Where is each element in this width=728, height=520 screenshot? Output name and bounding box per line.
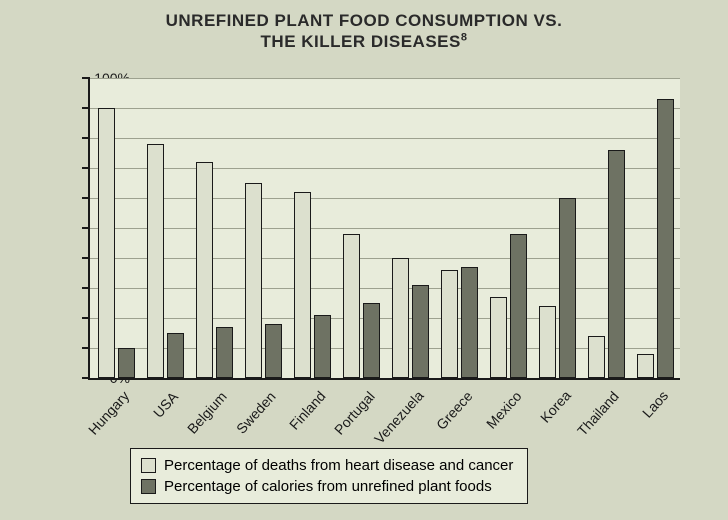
bar <box>588 336 605 378</box>
bar <box>118 348 135 378</box>
x-axis-label: Mexico <box>483 388 525 432</box>
bar <box>196 162 213 378</box>
bar <box>412 285 429 378</box>
bar <box>608 150 625 378</box>
legend-swatch-icon <box>141 458 156 473</box>
y-tick <box>82 377 90 379</box>
y-tick <box>82 287 90 289</box>
bar <box>363 303 380 378</box>
bar <box>216 327 233 378</box>
bar <box>559 198 576 378</box>
bar <box>167 333 184 378</box>
y-tick <box>82 197 90 199</box>
x-axis-label: Finland <box>286 388 329 433</box>
y-tick <box>82 227 90 229</box>
x-axis-label: Thailand <box>574 388 622 439</box>
y-tick <box>82 347 90 349</box>
bar <box>294 192 311 378</box>
x-axis-label: Korea <box>537 388 574 426</box>
x-axis-label: USA <box>150 388 181 420</box>
y-tick <box>82 137 90 139</box>
bar <box>98 108 115 378</box>
y-tick <box>82 317 90 319</box>
y-tick <box>82 77 90 79</box>
chart-plot-area <box>88 78 680 380</box>
x-axis-label: Laos <box>639 388 671 421</box>
bar <box>314 315 331 378</box>
bar <box>343 234 360 378</box>
bar <box>245 183 262 378</box>
x-axis-label: Hungary <box>85 388 132 438</box>
legend-swatch-icon <box>141 479 156 494</box>
title-line-1: UNREFINED PLANT FOOD CONSUMPTION VS. <box>0 10 728 31</box>
y-tick <box>82 257 90 259</box>
title-line-2: THE KILLER DISEASES8 <box>0 31 728 52</box>
y-tick <box>82 167 90 169</box>
bar <box>461 267 478 378</box>
bar <box>657 99 674 378</box>
bar <box>637 354 654 378</box>
x-axis-label: Greece <box>433 388 476 433</box>
chart-title: UNREFINED PLANT FOOD CONSUMPTION VS. THE… <box>0 0 728 53</box>
x-axis-label: Portugal <box>331 388 378 437</box>
bar <box>147 144 164 378</box>
x-axis-label: Venezuela <box>371 388 427 447</box>
bar <box>441 270 458 378</box>
bar <box>265 324 282 378</box>
legend-label: Percentage of deaths from heart disease … <box>164 455 513 476</box>
x-axis-label: Sweden <box>233 388 279 436</box>
legend-item-calories: Percentage of calories from unrefined pl… <box>141 476 513 497</box>
x-axis-label: Belgium <box>184 388 230 436</box>
y-tick <box>82 107 90 109</box>
bar <box>539 306 556 378</box>
legend: Percentage of deaths from heart disease … <box>130 448 528 504</box>
bar <box>490 297 507 378</box>
bar <box>392 258 409 378</box>
bar <box>510 234 527 378</box>
bars-layer <box>90 78 680 378</box>
legend-item-deaths: Percentage of deaths from heart disease … <box>141 455 513 476</box>
legend-label: Percentage of calories from unrefined pl… <box>164 476 492 497</box>
